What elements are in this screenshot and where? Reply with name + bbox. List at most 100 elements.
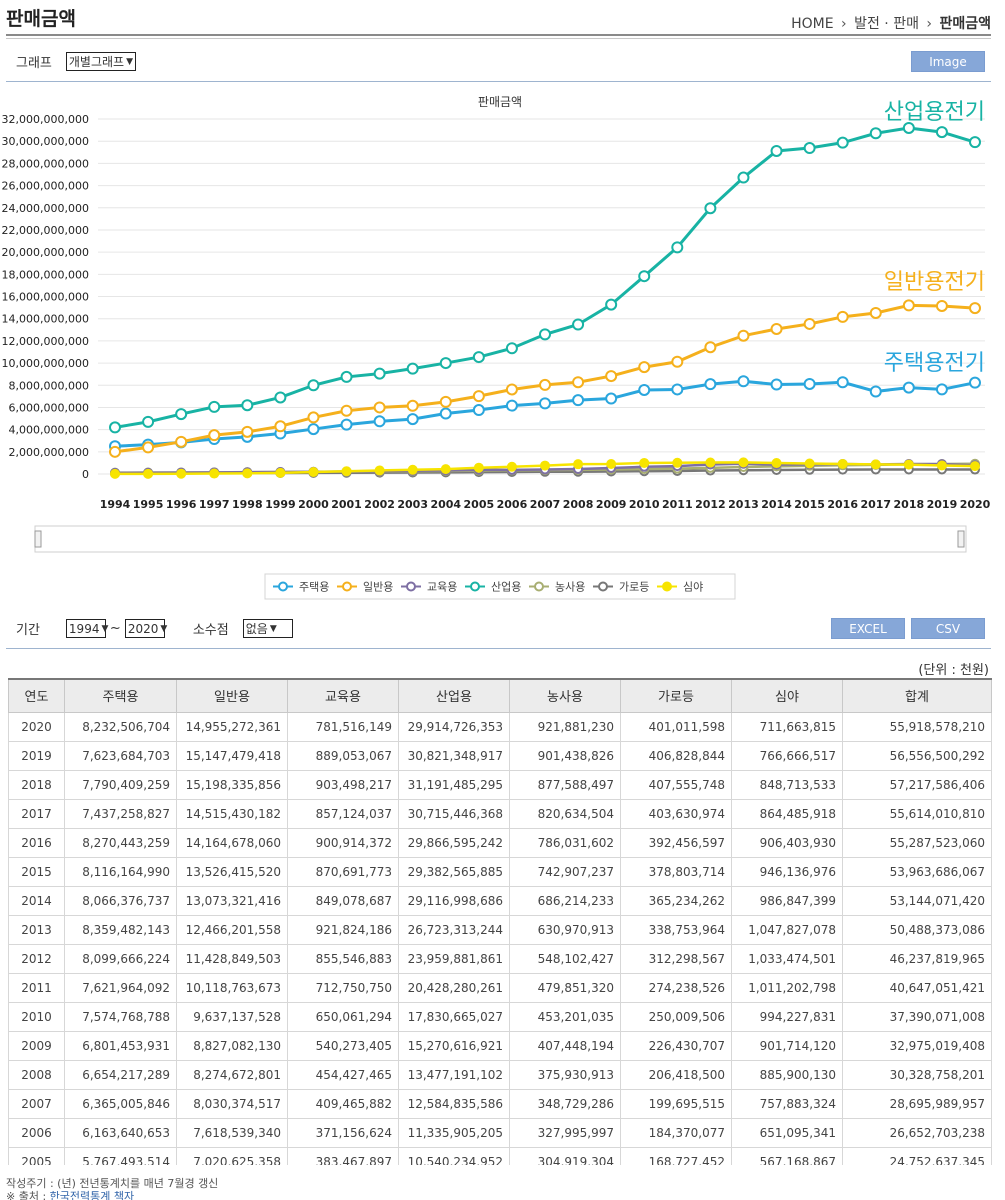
data-point <box>439 357 452 370</box>
table-cell: 870,691,773 <box>287 856 399 887</box>
legend-item-심야[interactable]: 심야 <box>683 581 703 594</box>
table-cell: 184,370,077 <box>620 1117 732 1148</box>
table-cell: 8,116,164,990 <box>64 856 177 887</box>
x-tick-label: 1994 <box>100 498 131 511</box>
table-cell: 31,191,485,295 <box>398 769 510 800</box>
data-point <box>472 390 485 403</box>
source-link[interactable]: 한국전력통계 책자 <box>49 1190 135 1200</box>
table-cell: 6,365,005,846 <box>64 1088 177 1119</box>
page-title: 판매금액 <box>6 8 76 30</box>
table-cell: 383,467,897 <box>287 1146 399 1165</box>
table-cell: 13,073,321,416 <box>176 885 288 916</box>
column-header: 산업용 <box>398 678 510 713</box>
table-row: 2007 6,365,005,846 8,030,374,517 409,465,88… <box>8 1088 992 1119</box>
graph-type-select[interactable]: 개별그래프 ▼ <box>65 52 136 71</box>
data-point <box>407 464 418 475</box>
table-cell: 2005 <box>8 1146 65 1165</box>
table-cell: 7,623,684,703 <box>64 740 177 771</box>
data-point <box>836 310 849 323</box>
range-slider-left-handle[interactable] <box>34 530 42 548</box>
table-cell: 2014 <box>8 885 65 916</box>
table-cell: 378,803,714 <box>620 856 732 887</box>
y-tick-label: 0 <box>82 468 89 481</box>
chevron-right-icon: › <box>926 16 933 32</box>
breadcrumb-home[interactable]: HOME <box>791 16 834 32</box>
table-cell: 30,821,348,917 <box>398 740 510 771</box>
table-cell: 921,881,230 <box>509 711 621 742</box>
table-cell: 8,066,376,737 <box>64 885 177 916</box>
chevron-down-icon: ▼ <box>269 623 277 634</box>
excel-button[interactable]: EXCEL <box>831 618 905 639</box>
data-point <box>737 171 750 184</box>
data-point <box>638 383 651 396</box>
table-cell: 742,907,237 <box>509 856 621 887</box>
breadcrumb: HOME › 발전 · 판매 › 판매금액 <box>791 13 991 33</box>
x-tick-label: 1996 <box>166 498 197 511</box>
table-cell: 2007 <box>8 1088 65 1119</box>
table-row: 2013 8,359,482,143 12,466,201,558 921,824,1… <box>8 914 992 945</box>
data-point <box>109 445 121 458</box>
table-cell: 14,164,678,060 <box>176 827 288 858</box>
data-point <box>176 468 187 479</box>
legend-item-주택용[interactable]: 주택용 <box>299 581 329 594</box>
decimal-select[interactable]: 없음 ▼ <box>242 619 293 638</box>
chevron-right-icon: › <box>841 16 847 32</box>
x-tick-label: 2020 <box>960 498 991 511</box>
to-year-select[interactable]: 2020 ▼ <box>124 619 168 638</box>
data-point <box>208 400 221 413</box>
legend-item-교육용[interactable]: 교육용 <box>427 581 457 594</box>
table-cell: 9,637,137,528 <box>176 1001 288 1032</box>
table-cell: 864,485,918 <box>731 798 843 829</box>
table-row: 2009 6,801,453,931 8,827,082,130 540,273,40… <box>8 1030 992 1061</box>
data-point <box>770 378 783 391</box>
chevron-down-icon: ▼ <box>160 623 168 634</box>
table-cell: 29,914,726,353 <box>398 711 510 742</box>
data-point <box>307 379 320 392</box>
legend-item-일반용[interactable]: 일반용 <box>363 580 393 594</box>
legend-item-가로등[interactable]: 가로등 <box>619 581 649 594</box>
table-cell: 55,918,578,210 <box>842 711 992 742</box>
legend-item-농사용[interactable]: 농사용 <box>555 581 585 594</box>
x-tick-label: 2006 <box>497 498 528 511</box>
from-year-select[interactable]: 1994 ▼ <box>65 619 108 638</box>
data-table-container[interactable]: 연도 주택용 일반용 교육용 산업용 농사용 가로등 심야 합계 2020 8,232,506,7… <box>0 678 1005 1165</box>
range-slider-right-handle[interactable] <box>957 530 965 548</box>
image-button[interactable]: Image <box>911 51 985 72</box>
y-tick-label: 18,000,000,000 <box>2 268 89 281</box>
table-cell: 199,695,515 <box>620 1088 732 1119</box>
column-header: 농사용 <box>509 678 621 713</box>
data-point <box>439 395 452 408</box>
table-row: 2015 8,116,164,990 13,526,415,520 870,691,7… <box>8 856 992 887</box>
data-point <box>804 458 815 469</box>
table-cell: 2017 <box>8 798 65 829</box>
data-point <box>439 407 452 420</box>
table-cell: 327,995,997 <box>509 1117 621 1148</box>
data-point <box>241 399 254 412</box>
x-tick-label: 2019 <box>927 498 958 511</box>
data-point <box>242 468 253 479</box>
table-cell: 906,403,930 <box>731 827 843 858</box>
table-cell: 12,466,201,558 <box>176 914 288 945</box>
table-cell: 29,866,595,242 <box>398 827 510 858</box>
table-row: 2016 8,270,443,259 14,164,678,060 900,914,3… <box>8 827 992 858</box>
y-tick-label: 16,000,000,000 <box>2 291 89 304</box>
table-cell: 820,634,504 <box>509 798 621 829</box>
legend-item-산업용[interactable]: 산업용 <box>491 581 521 594</box>
table-cell: 548,102,427 <box>509 943 621 974</box>
breadcrumb-section[interactable]: 발전 · 판매 <box>854 16 919 32</box>
table-cell: 453,201,035 <box>509 1001 621 1032</box>
data-point <box>935 126 948 139</box>
y-tick-label: 2,000,000,000 <box>9 446 89 459</box>
data-point <box>142 441 155 454</box>
table-cell: 11,428,849,503 <box>176 943 288 974</box>
x-tick-label: 2008 <box>563 498 594 511</box>
table-cell: 365,234,262 <box>620 885 732 916</box>
y-tick-label: 4,000,000,000 <box>9 424 89 437</box>
table-cell: 877,588,497 <box>509 769 621 800</box>
csv-button[interactable]: CSV <box>911 618 985 639</box>
y-tick-label: 24,000,000,000 <box>2 202 89 215</box>
y-tick-label: 30,000,000,000 <box>2 135 89 148</box>
data-table: 연도 주택용 일반용 교육용 산업용 농사용 가로등 심야 합계 2020 8,232,506,7… <box>8 678 992 1165</box>
table-cell: 994,227,831 <box>731 1001 843 1032</box>
data-point <box>241 425 254 438</box>
